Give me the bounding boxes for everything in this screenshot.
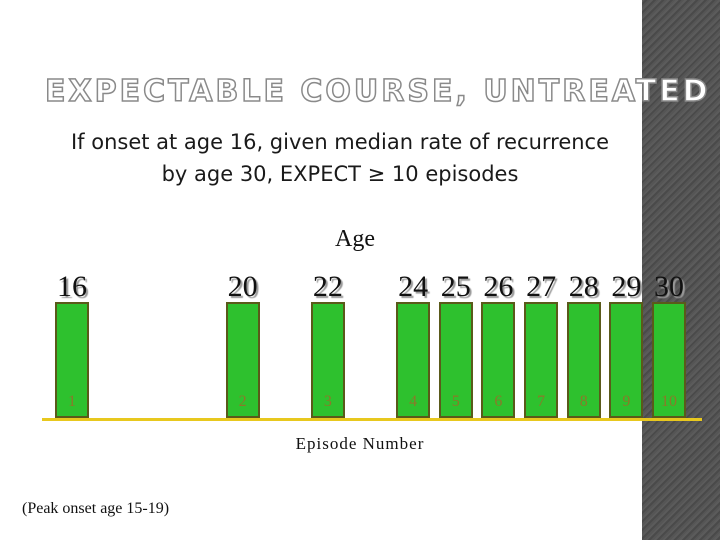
episode-bar bbox=[481, 302, 516, 418]
episode-number-label: 6 bbox=[494, 393, 503, 410]
episode-number-label: 5 bbox=[451, 393, 460, 410]
episode-number-label: 7 bbox=[537, 393, 546, 410]
episode-number-label: 9 bbox=[622, 393, 631, 410]
episode-bar bbox=[396, 302, 431, 418]
subtitle-line-1: If onset at age 16, given median rate of… bbox=[70, 130, 610, 154]
baseline bbox=[42, 418, 702, 421]
episode-number-label: 2 bbox=[238, 393, 247, 410]
episode-number-label: 3 bbox=[323, 393, 332, 410]
episode-bar bbox=[438, 302, 473, 418]
age-tick-label: 20 bbox=[227, 270, 258, 303]
episode-bar bbox=[566, 302, 601, 418]
age-tick-label: 26 bbox=[483, 270, 514, 303]
age-tick-label: 27 bbox=[526, 270, 557, 303]
episode-bar bbox=[609, 302, 644, 418]
subtitle-line-2: by age 30, EXPECT ≥ 10 episodes bbox=[161, 162, 519, 186]
episode-number-label: 10 bbox=[661, 393, 677, 410]
age-tick-label: 29 bbox=[611, 270, 642, 303]
age-tick-label: 24 bbox=[398, 270, 429, 303]
age-tick-label: 28 bbox=[568, 270, 599, 303]
episode-number-label: 4 bbox=[409, 393, 418, 410]
decorative-side-strip bbox=[642, 0, 720, 540]
episode-axis-label: Episode Number bbox=[295, 434, 425, 453]
slide-subtitle: If onset at age 16, given median rate of… bbox=[42, 126, 638, 190]
episode-bar bbox=[310, 302, 345, 418]
episode-bar bbox=[225, 302, 260, 418]
footnote: (Peak onset age 15-19) bbox=[22, 500, 170, 517]
slide-title: EXPECTABLE COURSE, UNTREATED bbox=[44, 73, 711, 110]
episode-bar bbox=[524, 302, 559, 418]
age-tick-label: 30 bbox=[654, 270, 684, 303]
age-tick-label: 16 bbox=[57, 270, 87, 303]
age-heading: Age bbox=[335, 226, 375, 252]
age-tick-label: 25 bbox=[440, 270, 471, 303]
episode-bar bbox=[55, 302, 89, 418]
episode-number-label: 1 bbox=[68, 393, 76, 410]
age-tick-label: 22 bbox=[312, 270, 343, 303]
episode-bar bbox=[652, 302, 686, 418]
episode-number-label: 8 bbox=[579, 393, 588, 410]
